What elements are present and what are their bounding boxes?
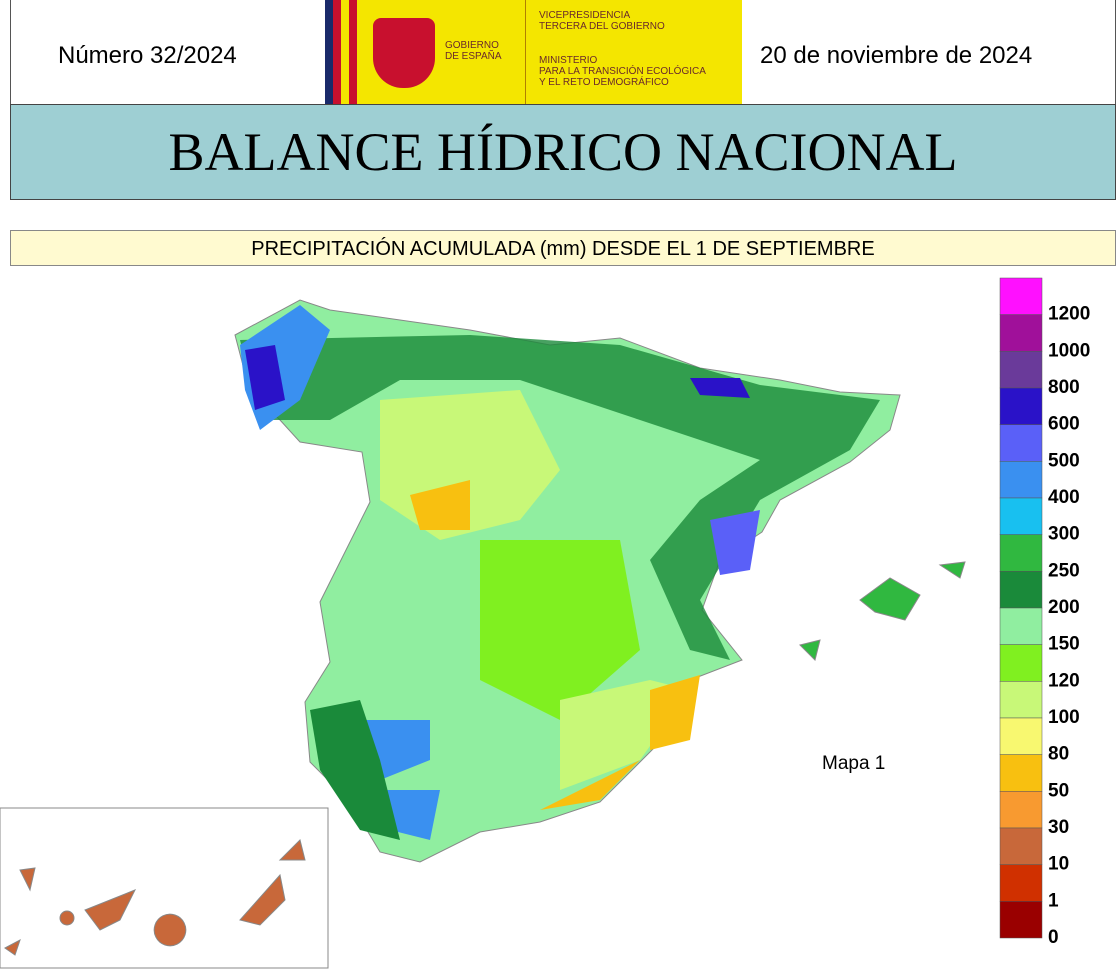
logo-text: VICEPRESIDENCIA [539, 10, 631, 21]
logo-government: GOBIERNO DE ESPAÑA [445, 40, 502, 62]
legend-label: 300 [1048, 524, 1080, 545]
legend-label: 250 [1048, 560, 1080, 581]
coat-of-arms [373, 18, 435, 88]
logo-text: PARA LA TRANSICIÓN ECOLÓGICA [539, 66, 706, 77]
canary-islands [4, 839, 306, 956]
legend-label: 100 [1048, 707, 1080, 728]
legend-label: 400 [1048, 487, 1080, 508]
legend-label: 120 [1048, 670, 1080, 691]
legend-swatch [999, 571, 1043, 609]
legend-label: 0 [1048, 927, 1059, 948]
legend-label: 1 [1048, 890, 1059, 911]
legend-swatch [999, 277, 1043, 315]
legend-swatch [999, 901, 1043, 939]
legend-swatch [999, 717, 1043, 755]
legend-swatch [999, 864, 1043, 902]
canary-inset [0, 807, 329, 969]
precip-zone [360, 720, 440, 840]
legend-label: 30 [1048, 817, 1069, 838]
bulletin-number: Número 32/2024 [58, 42, 237, 69]
legend-swatch [999, 607, 1043, 645]
legend-swatch [999, 827, 1043, 865]
precip-zone [245, 345, 285, 410]
title: BALANCE HÍDRICO NACIONAL [10, 104, 1116, 200]
bulletin-date: 20 de noviembre de 2024 [760, 42, 1033, 69]
logo-text: MINISTERIO [539, 55, 598, 66]
logo-text: DE ESPAÑA [445, 51, 502, 62]
legend-swatch [999, 314, 1043, 352]
precip-zone [540, 675, 700, 810]
legend-label: 80 [1048, 744, 1069, 765]
legend-swatch [999, 644, 1043, 682]
logo-vicepresidency: VICEPRESIDENCIA TERCERA DEL GOBIERNO [539, 10, 665, 32]
precip-zone [690, 378, 750, 398]
legend-label: 200 [1048, 597, 1080, 618]
precip-zone [410, 480, 470, 530]
legend-swatch [999, 497, 1043, 535]
precip-zone [310, 700, 400, 840]
logo-text: Y EL RETO DEMOGRÁFICO [539, 77, 669, 88]
header [10, 0, 1116, 104]
legend-label: 800 [1048, 377, 1080, 398]
legend-label: 1000 [1048, 340, 1090, 361]
legend-label: 600 [1048, 414, 1080, 435]
balearics [799, 561, 966, 661]
legend-label: 1200 [1048, 304, 1090, 325]
divider [525, 0, 526, 104]
legend-label: 50 [1048, 780, 1069, 801]
legend-swatch [999, 351, 1043, 389]
legend-label: 150 [1048, 634, 1080, 655]
legend-swatch [999, 387, 1043, 425]
map-label: Mapa 1 [822, 753, 886, 774]
legend-label: 10 [1048, 854, 1069, 875]
flag [325, 0, 357, 104]
logo: GOBIERNO DE ESPAÑA VICEPRESIDENCIA TERCERA… [325, 0, 742, 104]
logo-text: TERCERA DEL GOBIERNO [539, 21, 665, 32]
logo-ministry: MINISTERIO PARA LA TRANSICIÓN ECOLÓGICA Y … [539, 55, 706, 88]
map [0, 299, 966, 969]
map-subtitle: PRECIPITACIÓN ACUMULADA (mm) DESDE EL 1 … [10, 230, 1116, 266]
precip-zone [240, 335, 880, 660]
precip-zone [710, 510, 760, 575]
legend-swatch [999, 424, 1043, 462]
legend-label: 500 [1048, 450, 1080, 471]
legend-swatch [999, 534, 1043, 572]
legend-swatch [999, 681, 1043, 719]
logo-text: GOBIERNO [445, 40, 499, 51]
legend: 1200100080060050040030025020015012010080… [999, 277, 1090, 948]
precip-zone [480, 540, 640, 720]
legend-swatch [999, 791, 1043, 829]
legend-swatch [999, 461, 1043, 499]
legend-swatch [999, 754, 1043, 792]
